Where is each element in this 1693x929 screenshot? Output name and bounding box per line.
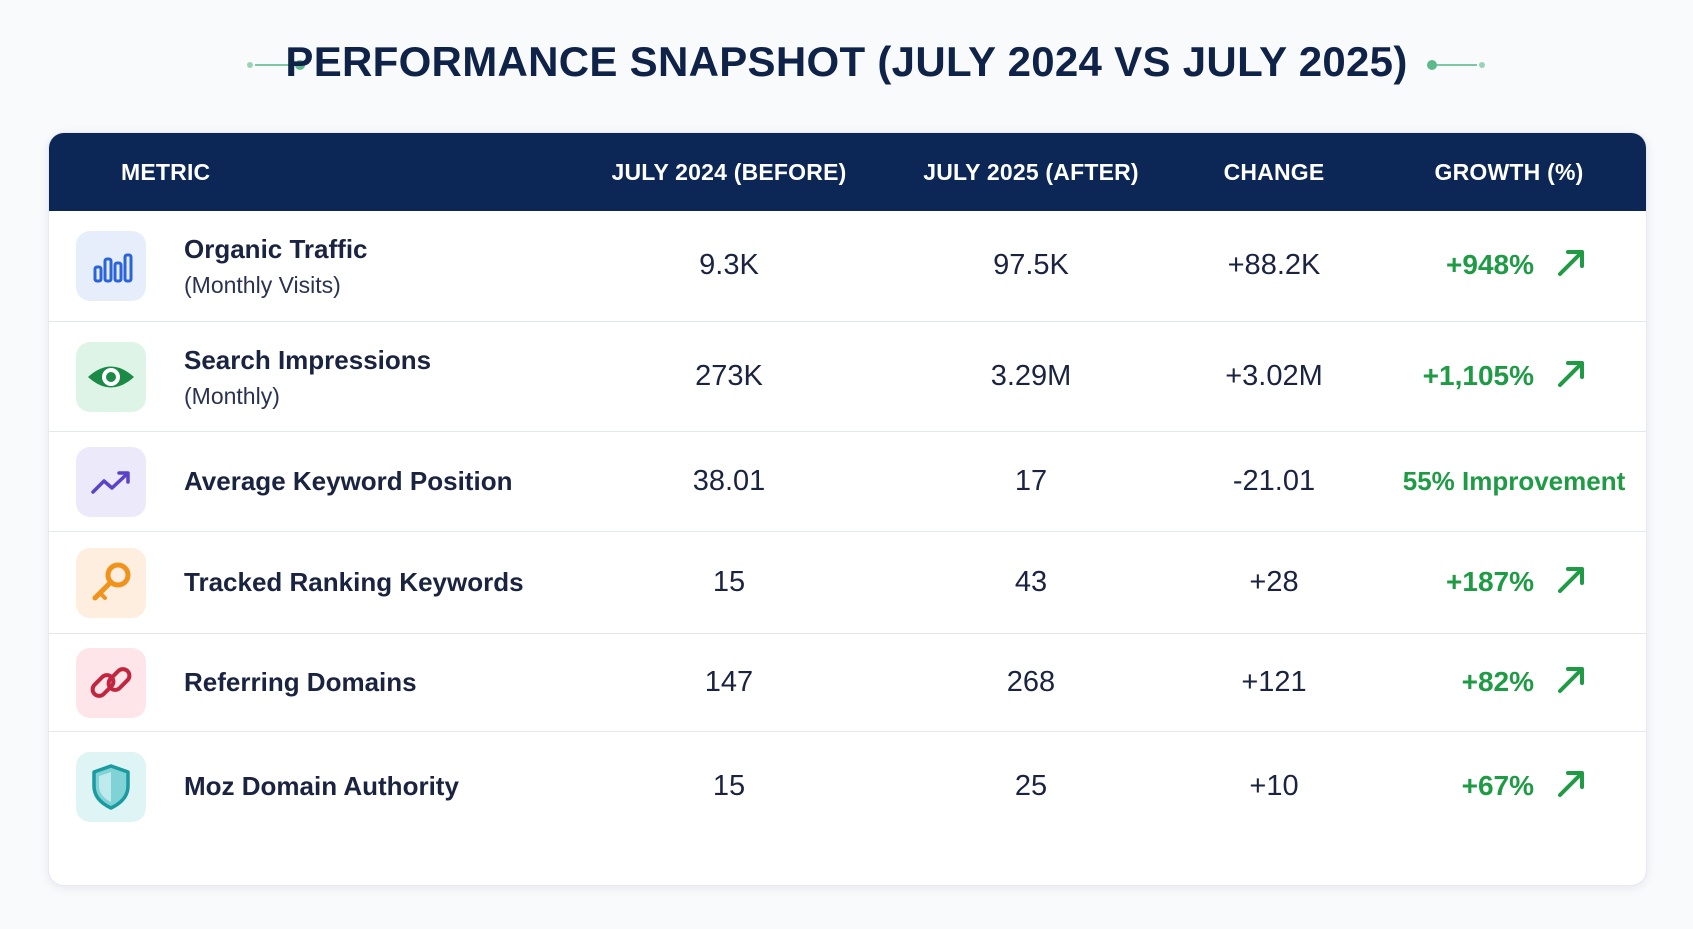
cell-before: 9.3K	[699, 249, 759, 281]
cell-before: 147	[704, 666, 754, 698]
cell-after: 268	[1006, 666, 1056, 698]
arrow-up-right-icon	[1554, 563, 1588, 597]
metric-name: Moz Domain Authority	[184, 771, 459, 801]
cell-growth: 55% Improvement	[1402, 466, 1626, 496]
arrow-up-right-icon	[1554, 663, 1588, 697]
header-metric: METRIC	[121, 159, 211, 185]
cell-before: 15	[712, 770, 746, 802]
cell-after: 3.29M	[990, 360, 1072, 392]
cell-growth: +82%	[1461, 666, 1534, 697]
cell-change: +88.2K	[1227, 249, 1321, 281]
title-bar: PERFORMANCE SNAPSHOT (JULY 2024 VS JULY …	[0, 0, 1693, 130]
cell-growth: +1,105%	[1422, 360, 1534, 391]
shield-icon	[76, 752, 146, 822]
page-title: PERFORMANCE SNAPSHOT (JULY 2024 VS JULY …	[285, 38, 1408, 85]
cell-growth: +948%	[1446, 249, 1534, 280]
metric-name: Organic Traffic	[184, 234, 368, 264]
arrow-up-right-icon	[1554, 767, 1588, 801]
metric-name: Referring Domains	[184, 667, 417, 697]
header-growth: GROWTH (%)	[1434, 159, 1584, 185]
cell-growth: +67%	[1461, 770, 1534, 801]
arrow-up-right-icon	[1554, 246, 1588, 280]
table-row: Tracked Ranking Keywords 15 43 +28 +187%	[49, 531, 1646, 634]
cell-after: 97.5K	[993, 249, 1069, 281]
cell-change: +3.02M	[1225, 360, 1323, 392]
arrow-up-right-icon	[1554, 357, 1588, 391]
cell-growth: +187%	[1446, 566, 1534, 597]
key-icon	[76, 548, 146, 618]
trend-up-icon	[76, 447, 146, 517]
table-row: Organic Traffic (Monthly Visits) 9.3K 97.5K…	[49, 211, 1646, 321]
cell-change: -21.01	[1232, 465, 1316, 497]
table-row: Referring Domains 147 268 +121 +82%	[49, 633, 1646, 732]
performance-table: METRIC JULY 2024 (BEFORE) JULY 2025 (AFT…	[48, 132, 1647, 886]
title-decoration-right	[1427, 60, 1485, 70]
cell-after: 17	[1014, 465, 1048, 497]
eye-icon	[76, 342, 146, 412]
metric-name: Search Impressions	[184, 345, 432, 375]
cell-after: 25	[1014, 770, 1048, 802]
cell-change: +28	[1249, 566, 1299, 598]
header-before: JULY 2024 (BEFORE)	[611, 159, 847, 185]
metric-name: Tracked Ranking Keywords	[184, 567, 524, 597]
metric-subtitle: (Monthly)	[184, 383, 280, 409]
cell-change: +121	[1241, 666, 1307, 698]
table-row: Average Keyword Position 38.01 17 -21.01 55%…	[49, 431, 1646, 532]
cell-before: 15	[712, 566, 746, 598]
header-change: CHANGE	[1223, 159, 1325, 185]
cell-before: 38.01	[692, 465, 766, 497]
cell-before: 273K	[695, 360, 763, 392]
title-decoration-left	[247, 60, 305, 70]
header-after: JULY 2025 (AFTER)	[923, 159, 1139, 185]
table-row: Moz Domain Authority 15 25 +10 +67%	[49, 731, 1646, 842]
metric-name: Average Keyword Position	[184, 466, 513, 496]
link-icon	[76, 648, 146, 718]
cell-after: 43	[1014, 566, 1048, 598]
bar-chart-icon	[76, 231, 146, 301]
cell-change: +10	[1249, 770, 1299, 802]
metric-subtitle: (Monthly Visits)	[184, 272, 341, 298]
table-header: METRIC JULY 2024 (BEFORE) JULY 2025 (AFT…	[49, 133, 1646, 211]
table-row: Search Impressions (Monthly) 273K 3.29M +3.0…	[49, 321, 1646, 432]
